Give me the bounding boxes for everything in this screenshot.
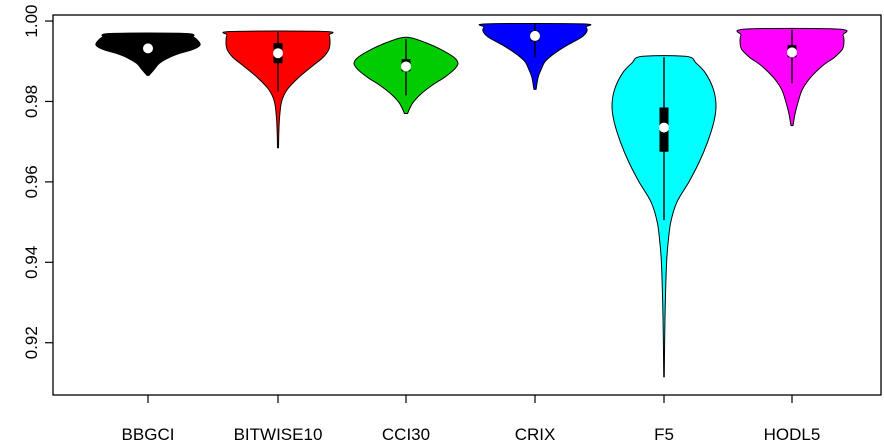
x-category-label: CCI30 — [382, 425, 430, 444]
violin-crix — [478, 22, 592, 90]
violin-median-dot — [659, 122, 669, 133]
plot-frame — [52, 14, 882, 396]
y-tick-label: 0.96 — [22, 165, 41, 198]
x-category-label: HODL5 — [764, 425, 821, 444]
y-tick-label: 1.00 — [22, 4, 41, 37]
x-category-label: F5 — [654, 425, 674, 444]
violin-median-dot — [273, 48, 283, 59]
x-category-label: BITWISE10 — [234, 425, 323, 444]
x-category-label: BBGCI — [122, 425, 175, 444]
x-axis: BBGCI BITWISE10 CCI30 CRIX F5 HODL5 — [122, 395, 821, 444]
violin-hodl5 — [736, 27, 848, 127]
violin-bbgci — [95, 32, 201, 76]
violin-cci30 — [353, 36, 459, 115]
y-tick-label: 0.98 — [22, 85, 41, 118]
y-tick-label: 0.92 — [22, 326, 41, 359]
violin-layer — [95, 22, 848, 378]
y-axis: 0.92 0.94 0.96 0.98 1.00 — [22, 4, 53, 359]
violin-median-dot — [787, 47, 797, 58]
violin-median-dot — [530, 30, 540, 41]
violin-bitwise10 — [222, 30, 334, 149]
violin-median-dot — [401, 61, 411, 72]
x-category-label: CRIX — [515, 425, 556, 444]
violin-f5 — [611, 55, 717, 378]
y-tick-label: 0.94 — [22, 246, 41, 279]
violin-median-dot — [143, 43, 153, 54]
